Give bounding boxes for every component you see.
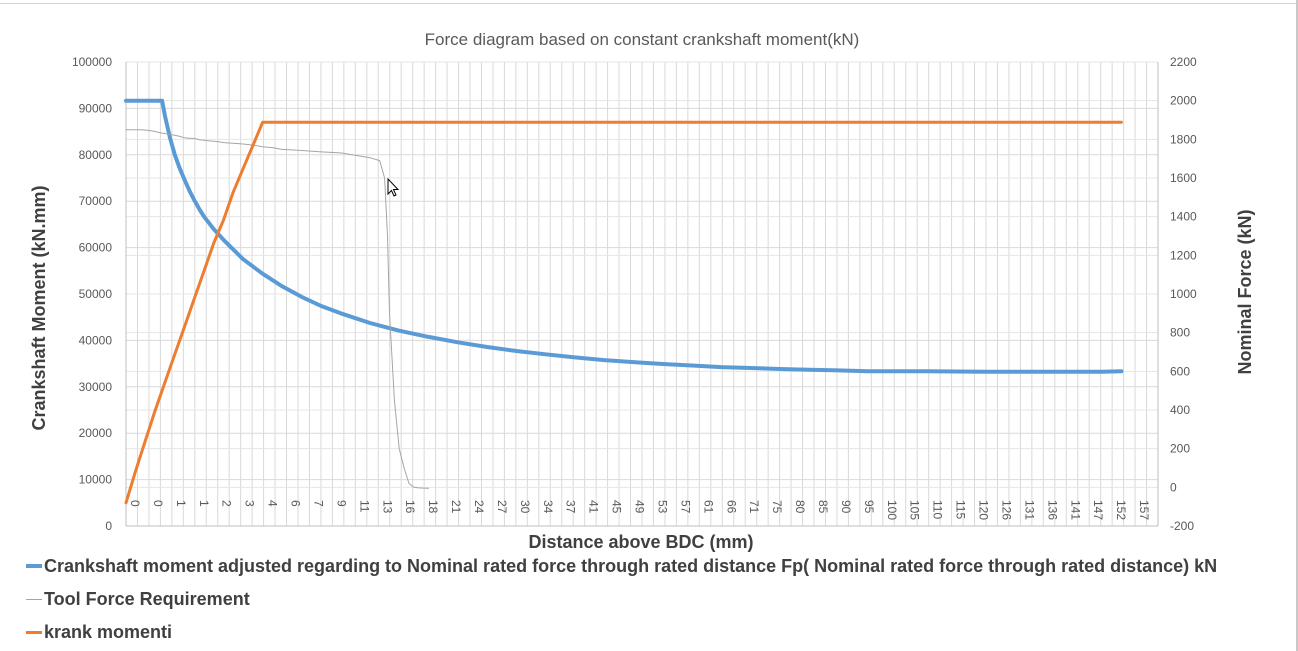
chart-series	[124, 98, 1124, 505]
series-line-1	[125, 129, 429, 489]
mouse-pointer-icon	[387, 178, 400, 197]
y-tick-label: 100000	[72, 55, 112, 69]
x-tick-label: 85	[816, 500, 830, 514]
y-tick-label: 40000	[79, 333, 113, 347]
x-tick-label: 27	[495, 500, 509, 514]
y-tick-label: 30000	[79, 380, 113, 394]
x-tick-label: 131	[1022, 500, 1036, 520]
legend-label: Crankshaft moment adjusted regarding to …	[44, 555, 1218, 576]
x-tick-label: 7	[311, 500, 325, 507]
series-line-2	[124, 120, 1123, 505]
window-top-border	[0, 0, 1298, 4]
chart-tick-labels: 0100002000030000400005000060000700008000…	[72, 55, 1197, 533]
x-tick-label: 115	[954, 500, 968, 519]
y-tick-label: 60000	[79, 241, 113, 255]
y2-tick-label: 1000	[1170, 287, 1197, 301]
x-tick-label: 66	[724, 500, 738, 514]
x-tick-label: 61	[701, 500, 715, 514]
x-tick-label: 1	[197, 500, 211, 507]
x-tick-label: 95	[862, 500, 876, 514]
chart-grid	[125, 61, 1159, 527]
x-tick-label: 110	[931, 500, 945, 519]
x-tick-label: 13	[380, 500, 394, 514]
x-tick-label: 45	[610, 500, 624, 514]
legend-item-crankshaft-moment-adjusted: Crankshaft moment adjusted regarding to …	[26, 554, 1217, 578]
y2-tick-label: 1800	[1170, 132, 1197, 146]
legend-swatch-gray	[26, 598, 42, 600]
y2-tick-label: 1400	[1170, 210, 1197, 224]
y2-tick-label: 1600	[1170, 171, 1197, 185]
x-tick-label: 75	[770, 500, 784, 514]
x-tick-label: 21	[449, 500, 463, 514]
y2-tick-label: 400	[1170, 403, 1190, 417]
legend-label: krank momenti	[44, 621, 173, 642]
x-tick-label: 90	[839, 500, 853, 514]
y-axis-label: Crankshaft Moment (kN.mm)	[29, 185, 49, 430]
x-tick-label: 49	[633, 500, 647, 514]
x-tick-label: 18	[426, 500, 440, 514]
chart-title: Force diagram based on constant cranksha…	[425, 30, 860, 49]
x-tick-label: 57	[678, 500, 692, 514]
x-tick-label: 147	[1091, 500, 1105, 520]
chart-axes	[125, 62, 1159, 527]
legend-item-tool-force: Tool Force Requirement	[26, 587, 250, 611]
x-tick-label: 157	[1137, 500, 1151, 520]
x-tick-label: 105	[908, 500, 922, 520]
y-tick-label: 70000	[79, 194, 113, 208]
y2-tick-label: -200	[1170, 519, 1194, 533]
x-tick-label: 53	[655, 500, 669, 514]
x-tick-label: 30	[518, 500, 532, 514]
y2-tick-label: 0	[1170, 480, 1177, 494]
x-tick-label: 16	[403, 500, 417, 514]
y2-tick-label: 2000	[1170, 94, 1197, 108]
x-tick-label: 11	[357, 500, 371, 513]
x-tick-label: 80	[793, 500, 807, 514]
x-tick-label: 1	[174, 500, 188, 507]
y2-tick-label: 600	[1170, 364, 1190, 378]
x-tick-label: 4	[266, 500, 280, 507]
x-tick-label: 0	[151, 500, 165, 507]
y-tick-label: 10000	[79, 473, 113, 487]
x-tick-label: 34	[541, 500, 555, 514]
legend-swatch-orange	[26, 630, 42, 634]
x-tick-label: 152	[1114, 500, 1128, 520]
x-tick-label: 120	[977, 500, 991, 520]
legend-item-krank-momenti: krank momenti	[26, 620, 172, 644]
y2-axis-label: Nominal Force (kN)	[1235, 209, 1255, 374]
x-tick-label: 2	[220, 500, 234, 507]
x-tick-label: 100	[885, 500, 899, 520]
x-tick-label: 71	[747, 500, 761, 514]
y2-tick-label: 800	[1170, 326, 1190, 340]
y-tick-label: 50000	[79, 287, 113, 301]
series-line-0	[124, 98, 1124, 374]
window-right-border	[1296, 0, 1298, 651]
x-tick-label: 0	[128, 500, 142, 507]
y-tick-label: 20000	[79, 426, 113, 440]
x-tick-label: 3	[243, 500, 257, 507]
y2-tick-label: 1200	[1170, 248, 1197, 262]
y-tick-label: 0	[105, 519, 112, 533]
x-tick-label: 37	[564, 500, 578, 514]
x-axis-label: Distance above BDC (mm)	[528, 532, 753, 552]
x-tick-label: 9	[334, 500, 348, 507]
y2-tick-label: 200	[1170, 442, 1190, 456]
legend-label: Tool Force Requirement	[44, 588, 250, 609]
x-tick-label: 126	[999, 500, 1013, 520]
x-tick-label: 24	[472, 500, 486, 514]
x-tick-label: 41	[587, 500, 601, 514]
y-tick-label: 80000	[79, 148, 113, 162]
x-tick-label: 6	[289, 500, 303, 507]
y-tick-label: 90000	[79, 101, 113, 115]
legend-swatch-blue	[26, 564, 42, 568]
x-tick-label: 141	[1068, 500, 1082, 520]
y2-tick-label: 2200	[1170, 55, 1197, 69]
x-tick-label: 136	[1045, 500, 1059, 520]
